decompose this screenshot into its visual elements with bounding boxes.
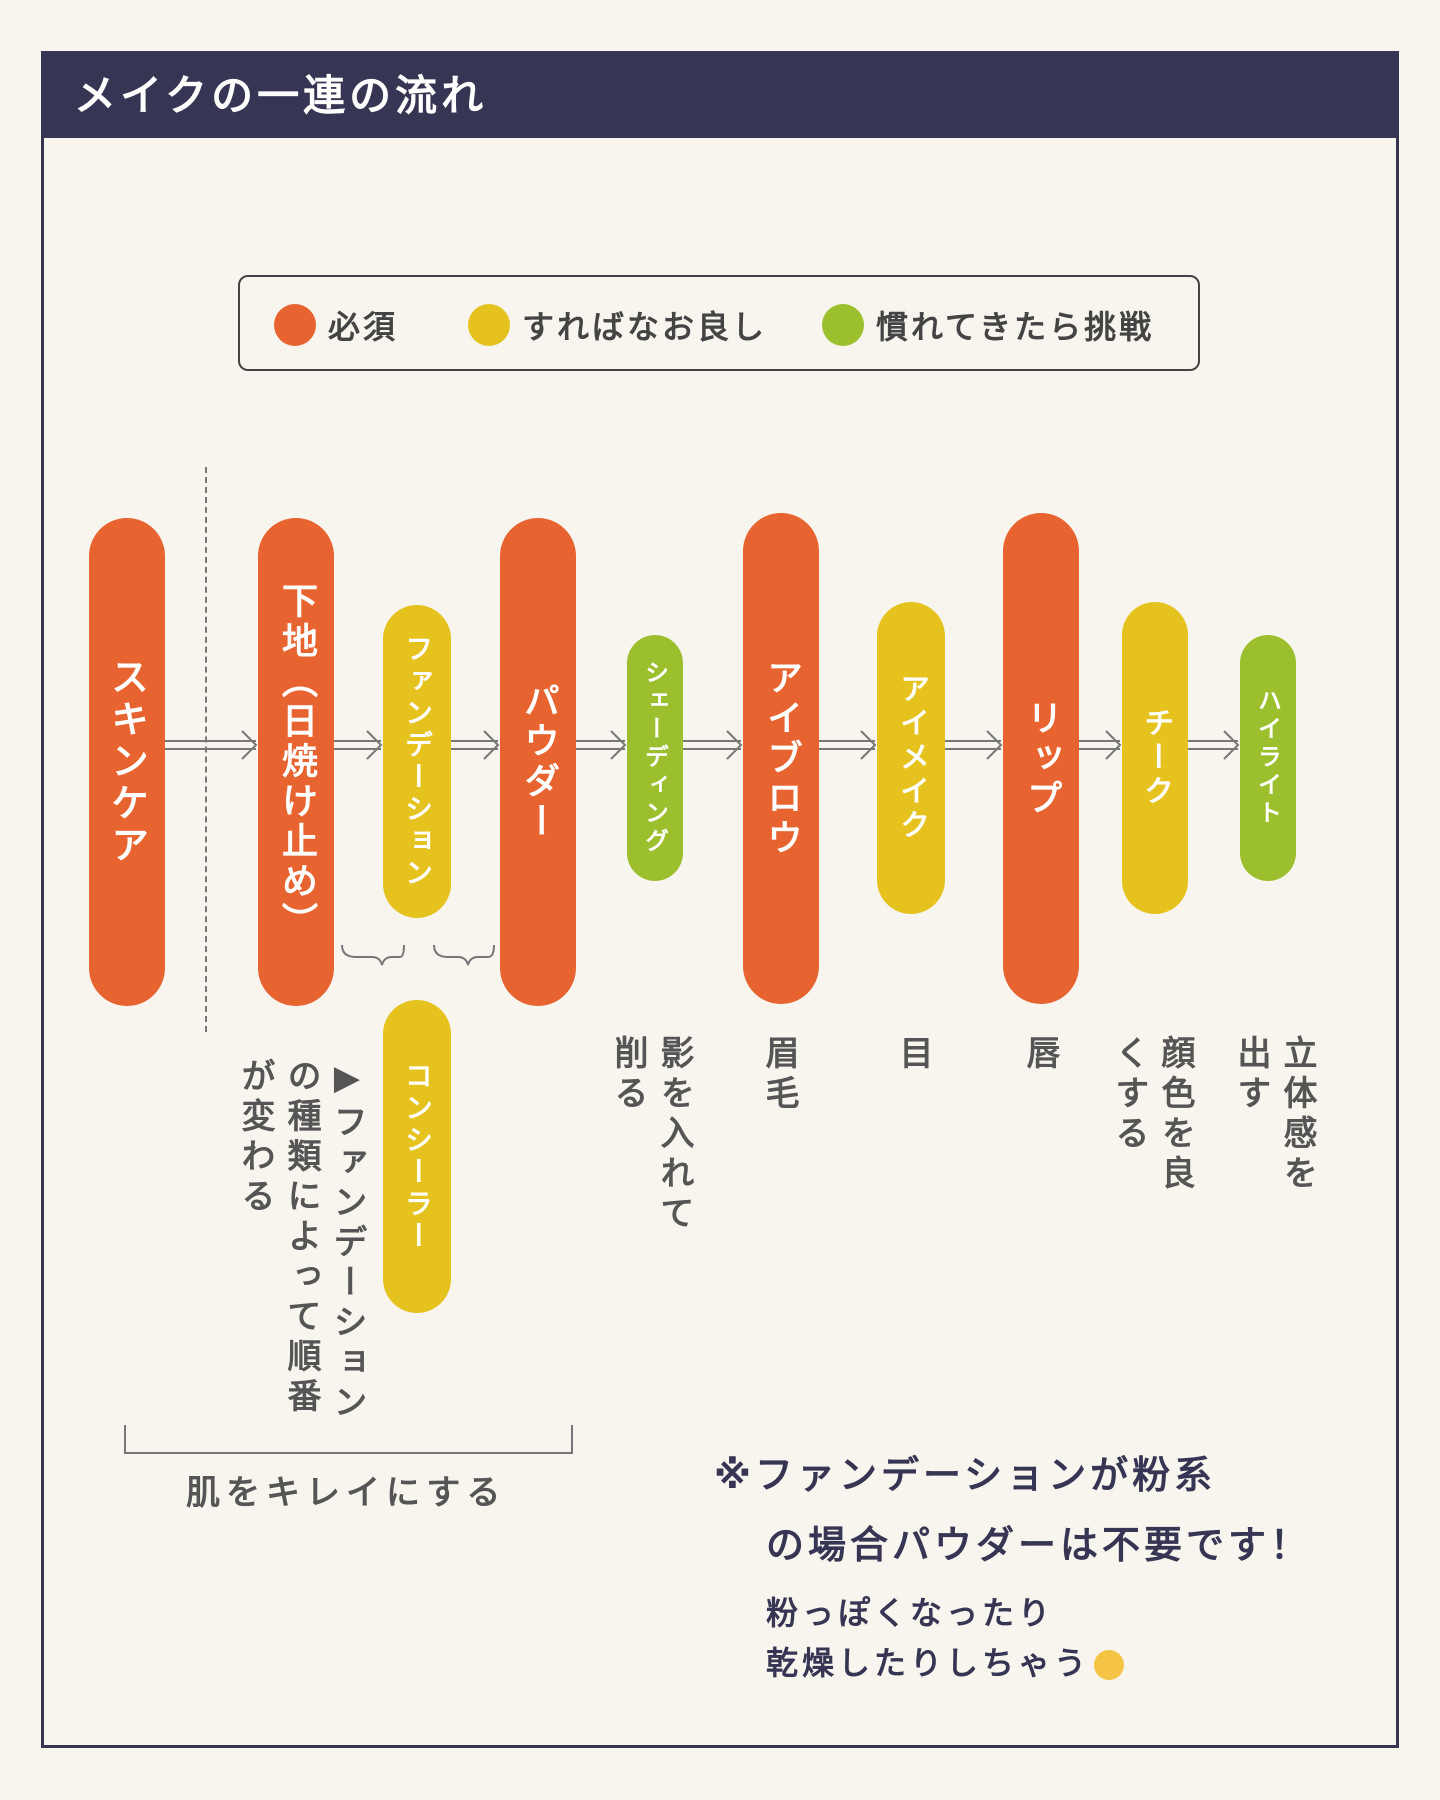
- desc-highlight: 立体感を出す: [1231, 1035, 1317, 1195]
- step-label-9: チーク: [1138, 707, 1173, 809]
- step-pill-1: スキンケア: [89, 518, 165, 1006]
- legend-item-required: 必須: [274, 304, 399, 346]
- required-dot-icon: [274, 304, 316, 346]
- step-pill-8: リップ: [1003, 513, 1079, 1004]
- legend-label-required: 必須: [328, 308, 399, 346]
- legend-item-advanced: 慣れてきたら挑戦: [822, 304, 1155, 346]
- step-label-10: ハイライト: [1253, 688, 1282, 828]
- desc-eyebrow: 眉毛: [759, 1035, 799, 1115]
- sub-note-line2-text: 乾燥したりしちゃう: [766, 1644, 1091, 1682]
- powder-note-line1: ※ファンデーションが粉系: [714, 1453, 1217, 1497]
- advanced-dot-icon: [822, 304, 864, 346]
- step-label-4: パウダー: [518, 682, 559, 842]
- step-pill-3: ファンデーション: [383, 605, 451, 918]
- desc-eye: 目: [893, 1035, 933, 1075]
- step-label-2: 下地（日焼け止め）: [276, 582, 317, 942]
- concealer-pill: コンシーラー: [383, 1000, 451, 1313]
- step-pill-9: チーク: [1122, 602, 1188, 914]
- step-label-7: アイメイク: [894, 673, 929, 843]
- flow-arrow-8: [1105, 730, 1122, 760]
- step-label-8: リップ: [1021, 698, 1062, 819]
- sub-note: 粉っぽくなったり 乾燥したりしちゃう: [766, 1588, 1125, 1688]
- skin-bracket: [124, 1425, 573, 1454]
- flow-arrow-2: [366, 730, 383, 760]
- step-label-5: シェーディング: [640, 660, 669, 856]
- sub-note-line1: 粉っぽくなったり: [766, 1594, 1055, 1632]
- step-label-1: スキンケア: [104, 657, 149, 867]
- legend-item-better: すればなお良し: [468, 304, 768, 346]
- better-dot-icon: [468, 304, 510, 346]
- concealer-label: コンシーラー: [401, 1060, 434, 1253]
- legend-label-advanced: 慣れてきたら挑戦: [876, 308, 1155, 346]
- brace-right: [433, 944, 495, 966]
- skin-label: 肌をキレイにする: [186, 1473, 507, 1513]
- step-pill-2: 下地（日焼け止め）: [258, 518, 334, 1006]
- step-pill-7: アイメイク: [877, 602, 945, 914]
- legend-label-better: すればなお良し: [522, 308, 768, 346]
- sub-note-line2: 乾燥したりしちゃう: [766, 1638, 1125, 1688]
- page-title: メイクの一連の流れ: [74, 71, 488, 120]
- powder-note: ※ファンデーションが粉系 の場合パウダーは不要です！: [714, 1440, 1312, 1580]
- step-label-3: ファンデーション: [401, 633, 434, 890]
- desc-cheek: 顔色を良くする: [1109, 1035, 1195, 1195]
- flow-arrow-4: [610, 730, 627, 760]
- flow-arrow-3: [483, 730, 500, 760]
- flow-arrow-5: [726, 730, 743, 760]
- desc-shading: 影を入れて削る: [608, 1035, 694, 1235]
- step-pill-4: パウダー: [500, 518, 576, 1006]
- legend: 必須 すればなお良し 慣れてきたら挑戦: [238, 275, 1200, 371]
- order-note: ▶ファンデーションの種類によって順番が変わる: [235, 1058, 367, 1424]
- header-bar: メイクの一連の流れ: [44, 54, 1396, 138]
- flow-arrow-1: [241, 730, 258, 760]
- step-pill-10: ハイライト: [1240, 635, 1296, 881]
- powder-note-line2: の場合パウダーは不要です！: [766, 1523, 1313, 1567]
- flow-arrow-6: [860, 730, 877, 760]
- flow-arrow-7: [986, 730, 1003, 760]
- pleading-face-icon: [1094, 1650, 1125, 1680]
- brace-left: [341, 944, 405, 966]
- step-pill-6: アイブロウ: [743, 513, 819, 1004]
- desc-lip: 唇: [1020, 1035, 1060, 1075]
- step-label-6: アイブロウ: [761, 658, 802, 859]
- step-pill-5: シェーディング: [627, 635, 683, 881]
- flow-arrow-9: [1223, 730, 1240, 760]
